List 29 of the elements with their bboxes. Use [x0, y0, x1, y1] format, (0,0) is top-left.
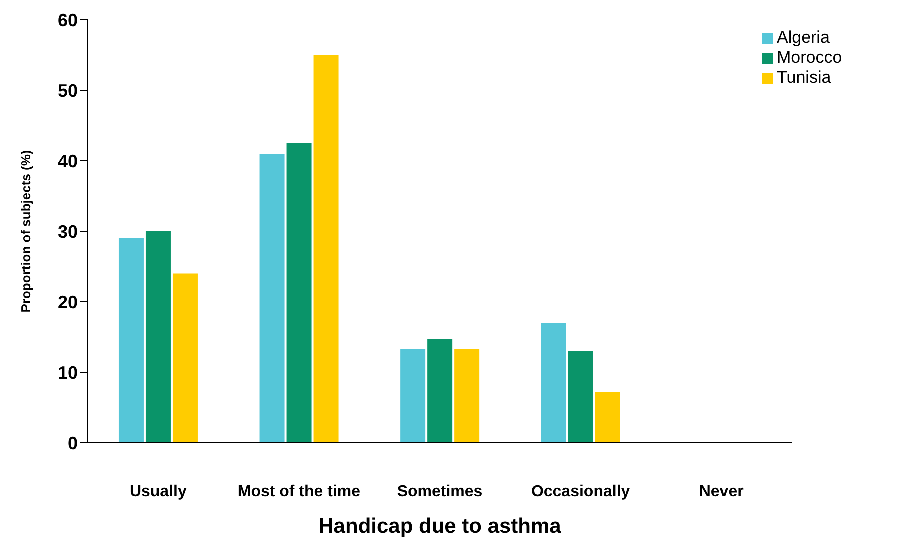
- bar: [286, 143, 312, 443]
- bar: [146, 232, 171, 443]
- bar: [568, 351, 594, 443]
- bar: [314, 55, 339, 443]
- x-tick-label: Usually: [130, 483, 187, 500]
- x-tick-label: Most of the time: [238, 483, 361, 500]
- y-tick-label: 40: [58, 151, 78, 172]
- y-tick-label: 10: [58, 362, 78, 383]
- y-tick-label: 60: [58, 10, 78, 30]
- y-tick-label: 50: [58, 80, 78, 101]
- bar: [428, 339, 453, 443]
- legend-label: Morocco: [777, 48, 842, 67]
- y-axis-title: Proportion of subjects (%): [18, 150, 34, 313]
- y-tick-label: 20: [58, 292, 78, 312]
- bar: [541, 323, 566, 443]
- x-tick-label: Occasionally: [531, 483, 630, 500]
- legend-label: Tunisia: [777, 68, 832, 87]
- y-tick-label: 30: [58, 222, 78, 242]
- x-axis-title: Handicap due to asthma: [318, 515, 562, 538]
- bar: [595, 392, 620, 443]
- bar: [260, 154, 285, 443]
- bar: [400, 349, 426, 443]
- x-tick-label: Never: [699, 483, 744, 500]
- x-tick-label: Sometimes: [397, 483, 483, 500]
- y-tick-label: 0: [68, 433, 78, 454]
- bar: [118, 238, 144, 443]
- bar: [172, 274, 198, 443]
- legend-label: Algeria: [777, 28, 830, 47]
- bar: [454, 349, 480, 443]
